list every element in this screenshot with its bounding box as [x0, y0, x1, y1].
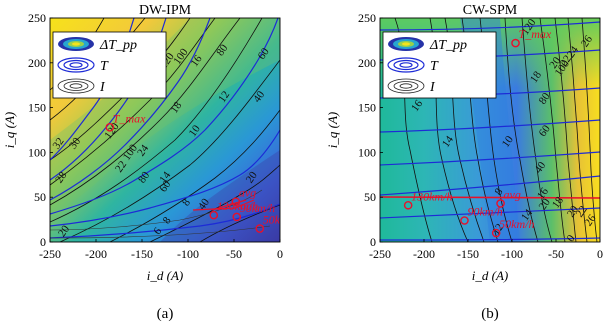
panel-a: DW-IPM [2, 3, 298, 322]
y-tick-label: 150 [358, 101, 376, 115]
legend-label-current: I [99, 80, 106, 95]
ripple-contour-label: 8 [492, 186, 505, 198]
operating-point-label: 50km/h [499, 217, 534, 231]
legend-torque-icon [387, 57, 425, 73]
operating-point-label: 50km/h [263, 213, 298, 227]
y-tick-label: 0 [40, 235, 46, 249]
operating-point-marker [511, 38, 520, 48]
y-tick-label: 200 [28, 56, 46, 70]
panel-b: CW-SPM [325, 3, 603, 322]
operating-point-marker [105, 123, 115, 132]
panel-b-legend: ΔT_pp T I [382, 31, 497, 99]
panel-b-ylabel: i_q (A) [325, 112, 340, 148]
panel-b-title: CW-SPM [463, 3, 518, 18]
legend-label-torque: T [100, 59, 109, 74]
y-tick-label: 50 [364, 190, 376, 204]
x-tick-label: -50 [548, 247, 564, 261]
y-tick-label: 250 [358, 11, 376, 25]
panel-a-legend: ΔT_pp T I [52, 31, 167, 99]
y-tick-label: 250 [28, 11, 46, 25]
operating-point-label: avg [504, 187, 521, 201]
legend-current-icon [387, 78, 425, 94]
operating-point-label: 90km/h [240, 201, 275, 215]
y-tick-label: 100 [28, 145, 46, 159]
legend-ripple-icon [388, 37, 424, 51]
operating-point-marker [209, 210, 219, 220]
legend-label-ripple: ΔT_pp [99, 38, 137, 53]
y-tick-label: 100 [358, 145, 376, 159]
operating-point-label: 90km/h [467, 204, 502, 218]
panel-a-operating-path [192, 199, 255, 211]
panel-a-caption: (a) [157, 306, 174, 322]
x-tick-label: -200 [413, 247, 435, 261]
y-tick-label: 150 [28, 101, 46, 115]
x-tick-label: -150 [457, 247, 479, 261]
operating-point-marker [460, 216, 469, 225]
legend-current-icon [57, 78, 95, 94]
x-tick-label: -250 [369, 247, 391, 261]
x-tick-label: -200 [85, 247, 107, 261]
operating-point-label: T_max [519, 27, 552, 41]
y-tick-label: 200 [358, 56, 376, 70]
operating-point-marker [403, 200, 413, 210]
panel-b-caption: (b) [481, 306, 499, 322]
x-tick-label: -150 [131, 247, 153, 261]
operating-point-label: T_max [113, 111, 146, 125]
legend-torque-icon [57, 57, 95, 73]
x-tick-label: -250 [39, 247, 61, 261]
x-tick-label: 0 [277, 247, 283, 261]
y-tick-label: 50 [34, 190, 46, 204]
legend-label-current: I [429, 80, 436, 95]
current-contour-label: 6 [151, 225, 164, 237]
panel-a-fill-band-dark [160, 150, 280, 242]
operating-point-marker [255, 224, 265, 233]
panel-a-title: DW-IPM [139, 3, 192, 18]
legend-label-torque: T [430, 59, 439, 74]
panel-b-operating-path [380, 196, 600, 199]
x-tick-label: 0 [597, 247, 603, 261]
panel-a-fill-band [50, 18, 280, 215]
operating-point-marker [491, 228, 501, 238]
legend-label-ripple: ΔT_pp [429, 38, 467, 53]
panel-b-xlabel: i_d (A) [472, 268, 508, 283]
panel-a-ylabel: i_q (A) [2, 112, 17, 148]
x-tick-label: -100 [501, 247, 523, 261]
ripple-contour-label: 8 [161, 214, 174, 226]
operating-point-marker [496, 199, 505, 208]
torque-contour-label: 0 [565, 232, 578, 244]
panel-b-axes-box [379, 17, 601, 243]
operating-point-marker [231, 197, 241, 206]
operating-point-label: 130km/h [411, 189, 452, 203]
current-contour-label: 8 [180, 197, 193, 209]
y-tick-label: 0 [370, 235, 376, 249]
operating-point-label: avg [239, 186, 256, 200]
operating-point-marker [232, 212, 242, 222]
operating-point-label: 130km/h [217, 199, 258, 213]
x-tick-label: -50 [226, 247, 242, 261]
x-tick-label: -100 [177, 247, 199, 261]
legend-ripple-icon [58, 37, 94, 51]
panel-a-xlabel: i_d (A) [147, 268, 183, 283]
panel-a-axes-box [49, 17, 281, 243]
